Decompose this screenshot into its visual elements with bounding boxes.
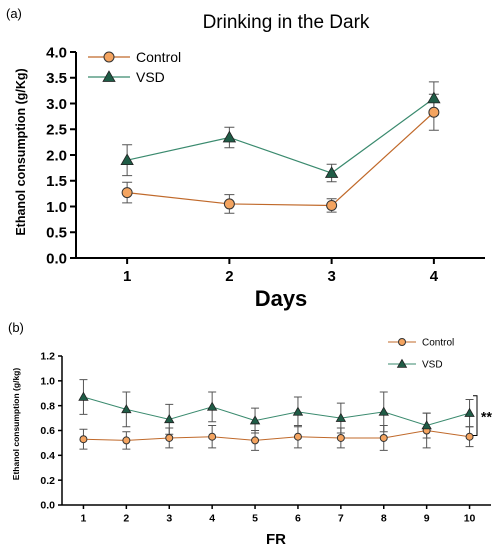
panel-a-label: (a) [6,6,22,21]
data-point-control [326,199,338,211]
data-point-vsd [249,415,261,425]
panel-b: (b) Ethanol consumption (g/kg) FR 0.0 0.2… [8,320,492,548]
panel-b-series [78,379,475,451]
data-point-control [121,187,133,199]
data-point-vsd [421,420,432,430]
legend-label-vsd: VSD [422,360,443,371]
y-tick-label: 0.0 [40,500,55,512]
y-tick-label: 0.8 [40,400,55,412]
data-point-vsd [164,414,175,424]
panel-a-x-axis-label: Days [255,286,308,311]
x-tick-label: 3 [166,513,172,525]
y-tick-label: 3.0 [46,96,67,113]
series-line-vsd [83,396,470,427]
data-point-control [465,432,474,441]
panel-b-label: (b) [8,320,24,335]
panel-a: (a) Drinking in the Dark Ethanol consump… [6,6,485,311]
data-point-vsd [324,166,339,178]
series-line-control [127,111,435,207]
panel-a-series [120,81,441,214]
x-tick-label: 1 [81,513,87,525]
data-point-vsd [78,391,89,401]
panel-b-x-axis-label: FR [266,531,286,548]
x-tick-label: 2 [123,513,129,525]
data-point-control [379,433,388,442]
legend-label-vsd: VSD [136,69,165,85]
data-point-vsd [121,404,132,414]
x-tick-label: 2 [225,268,233,285]
x-tick-label: 5 [252,513,258,525]
data-point-vsd [120,153,134,166]
data-point-control [293,432,302,441]
legend-label-control: Control [422,338,454,349]
significance-bracket-line [473,395,478,436]
data-point-control [223,198,235,210]
x-tick-label: 7 [338,513,344,525]
y-tick-label: 0.2 [40,475,55,487]
x-tick-label: 1 [123,268,131,285]
series-line-control [83,429,470,441]
legend-marker-control [398,338,406,346]
panel-b-axes: 0.0 0.2 0.4 0.6 0.8 1.0 1.2 1 2 3 4 5 6 7 8 9 10 [40,351,491,525]
y-tick-label: 1.0 [40,376,55,388]
data-point-vsd [427,91,441,104]
data-point-control [122,436,131,445]
y-tick-label: 0.6 [40,425,55,437]
data-point-control [251,436,260,445]
data-point-vsd [222,130,237,143]
y-tick-label: 0.4 [40,450,55,462]
y-tick-label: 4.0 [46,44,67,61]
panel-a-axes: 0.0 0.5 1.0 1.5 2.0 2.5 3.0 3.5 4.0 1 2 3 4 [46,44,485,285]
data-point-control [79,435,88,444]
data-point-vsd [206,401,218,411]
y-tick-label: 0.5 [46,225,67,242]
data-point-control [336,433,345,442]
y-tick-label: 0.0 [46,250,67,267]
y-tick-label: 3.5 [46,70,67,87]
y-tick-label: 1.2 [40,351,55,363]
data-point-control [208,432,217,441]
significance-marker: ** [481,409,492,425]
y-tick-label: 2.5 [46,122,67,139]
x-tick-label: 6 [295,513,301,525]
data-point-control [165,433,174,442]
significance-bracket: ** [473,395,492,436]
legend-label-control: Control [136,49,181,65]
x-tick-label: 4 [209,513,215,525]
panel-b-y-axis-label: Ethanol consumption (g/kg) [11,368,21,481]
legend-marker-vsd [102,70,116,82]
x-tick-label: 9 [424,513,430,525]
legend-marker-control [103,51,115,63]
panel-b-legend: Control VSD [388,338,454,371]
data-point-vsd [378,406,389,416]
x-tick-label: 3 [327,268,335,285]
series-line-vsd [126,97,435,174]
legend-marker-vsd [396,358,408,368]
data-point-vsd [292,406,304,416]
x-tick-label: 4 [430,268,439,285]
x-tick-label: 10 [464,513,476,525]
y-tick-label: 1.5 [46,173,67,190]
data-point-vsd [335,412,347,422]
y-tick-label: 2.0 [46,147,67,164]
data-point-vsd [464,407,475,417]
panel-a-title: Drinking in the Dark [203,12,370,33]
y-tick-label: 1.0 [46,199,67,216]
panel-a-legend: Control VSD [88,49,181,85]
x-tick-label: 8 [381,513,387,525]
data-point-control [428,106,440,118]
panel-a-y-axis-label: Ethanol consumption (g/Kg) [14,68,28,235]
